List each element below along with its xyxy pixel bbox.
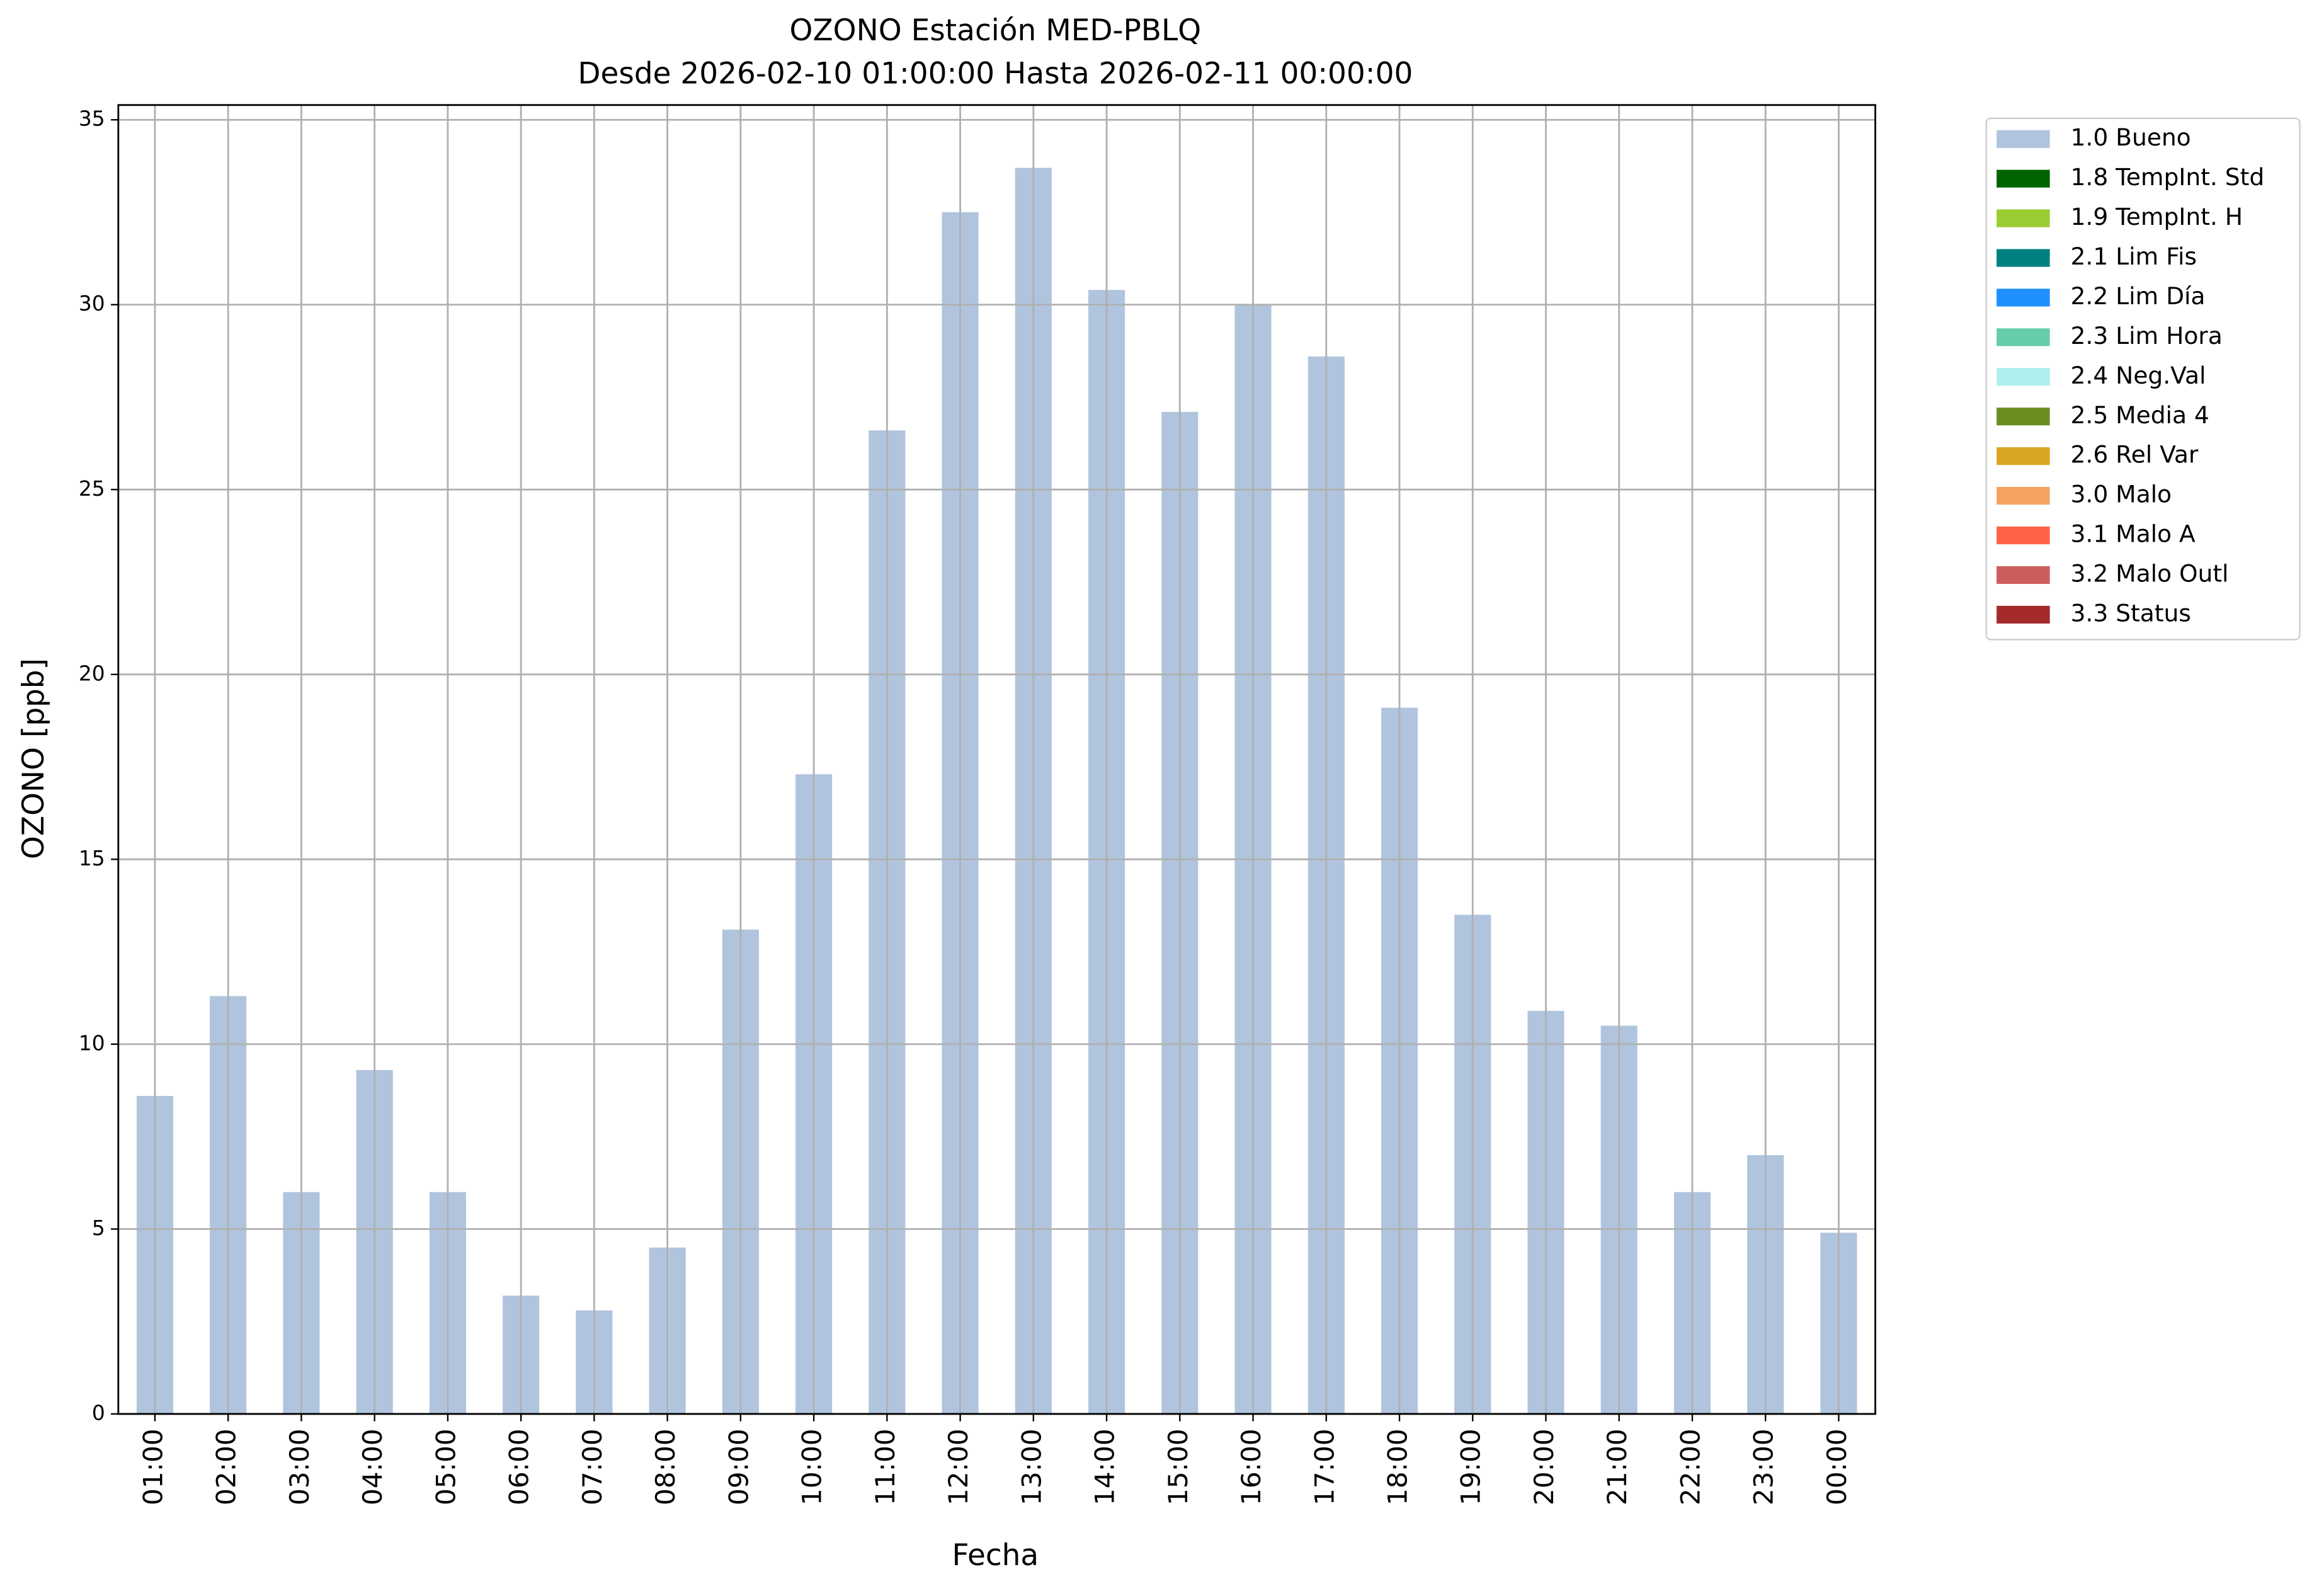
legend-swatch [1997, 288, 2050, 307]
legend-swatch [1997, 249, 2050, 267]
legend-swatch [1997, 447, 2050, 465]
legend-swatch [1997, 169, 2050, 188]
x-tick-label: 18:00 [1382, 1428, 1413, 1505]
y-tick-label: 5 [92, 1216, 105, 1240]
x-tick-label: 22:00 [1675, 1428, 1706, 1505]
plot-frame [117, 104, 1876, 1415]
x-tick-label: 00:00 [1821, 1428, 1852, 1505]
x-tick-label: 12:00 [943, 1428, 974, 1505]
x-axis-label: Fecha [952, 1538, 1039, 1573]
legend-label: 2.5 Media 4 [2071, 401, 2209, 429]
x-tick-label: 14:00 [1090, 1428, 1120, 1505]
x-tick-label: 23:00 [1748, 1428, 1779, 1505]
legend-swatch [1997, 328, 2050, 346]
x-tick-label: 15:00 [1163, 1428, 1194, 1505]
legend-swatch [1997, 526, 2050, 545]
x-tick-label: 04:00 [357, 1428, 388, 1505]
x-tick-label: 03:00 [284, 1428, 315, 1505]
legend-swatch [1997, 408, 2050, 426]
legend-label: 2.4 Neg.Val [2071, 362, 2206, 389]
chart-title: OZONO Estación MED-PBLQ [790, 13, 1202, 48]
legend-swatch [1997, 487, 2050, 505]
x-tick-label: 10:00 [797, 1428, 828, 1505]
x-tick-label: 16:00 [1236, 1428, 1267, 1505]
x-tick-label: 01:00 [137, 1428, 168, 1505]
legend-label: 2.1 Lim Fis [2071, 242, 2197, 270]
legend-swatch [1997, 209, 2050, 227]
x-tick-label: 13:00 [1016, 1428, 1047, 1505]
legend-swatch [1997, 130, 2050, 148]
x-tick-label: 06:00 [504, 1428, 535, 1505]
legend-box [1985, 117, 2301, 641]
legend-swatch [1997, 368, 2050, 386]
y-tick-label: 20 [79, 661, 105, 685]
legend-swatch [1997, 566, 2050, 584]
legend-label: 3.0 Malo [2071, 481, 2172, 508]
legend-label: 3.2 Malo Outl [2071, 560, 2229, 588]
y-axis-label: OZONO [ppb] [16, 658, 51, 859]
x-tick-label: 02:00 [211, 1428, 242, 1505]
y-tick-label: 30 [79, 291, 105, 316]
y-tick-label: 0 [92, 1400, 105, 1425]
y-tick-label: 15 [79, 846, 105, 870]
legend-label: 1.9 TempInt. H [2071, 203, 2243, 231]
legend-label: 3.1 Malo A [2071, 520, 2196, 548]
legend-label: 3.3 Status [2071, 599, 2191, 627]
legend-label: 2.6 Rel Var [2071, 441, 2199, 469]
legend-label: 2.2 Lim Día [2071, 282, 2206, 310]
x-tick-label: 08:00 [650, 1428, 681, 1505]
x-tick-label: 20:00 [1529, 1428, 1559, 1505]
y-tick-label: 10 [79, 1030, 105, 1055]
chart-subtitle: Desde 2026-02-10 01:00:00 Hasta 2026-02-… [578, 56, 1413, 91]
x-tick-label: 07:00 [577, 1428, 608, 1505]
legend-swatch [1997, 605, 2050, 624]
x-tick-label: 11:00 [870, 1428, 901, 1505]
y-tick-label: 25 [79, 476, 105, 501]
legend-label: 2.3 Lim Hora [2071, 322, 2223, 350]
x-tick-label: 05:00 [430, 1428, 461, 1505]
legend-label: 1.8 TempInt. Std [2071, 163, 2265, 191]
legend-label: 1.0 Bueno [2071, 123, 2191, 151]
x-tick-label: 17:00 [1309, 1428, 1340, 1505]
y-tick-label: 35 [79, 106, 105, 131]
x-tick-label: 09:00 [723, 1428, 754, 1505]
x-tick-label: 21:00 [1602, 1428, 1632, 1505]
x-tick-label: 19:00 [1456, 1428, 1486, 1505]
